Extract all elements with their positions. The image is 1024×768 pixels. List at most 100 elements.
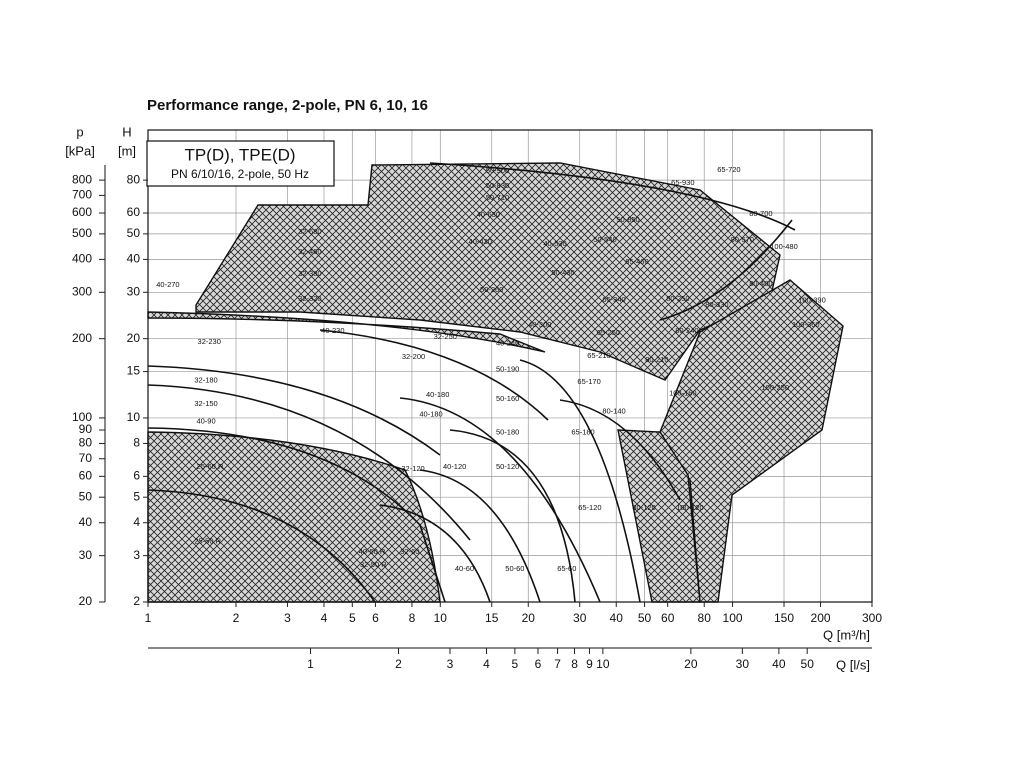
y-tick-label: 8 (133, 436, 140, 450)
x2-tick-label: 1 (307, 657, 314, 671)
pump-range-label: 40-120 (443, 462, 466, 471)
hatched-region (147, 431, 441, 603)
legend-subtitle: PN 6/10/16, 2-pole, 50 Hz (171, 167, 309, 181)
y2-axis-label: p (76, 124, 83, 139)
y-tick-label: 10 (127, 410, 141, 424)
pump-range-label: 65-720 (717, 165, 740, 174)
legend-frame (146, 140, 335, 187)
x-tick-label: 3 (284, 611, 291, 625)
curve (429, 162, 796, 231)
pump-range-label: 32-460 (298, 247, 321, 256)
curve (147, 384, 471, 541)
pump-range-label: 32-380 (298, 269, 321, 278)
pump-range-label: 32-60 (400, 547, 419, 556)
pump-range-label: 100-120 (676, 503, 704, 512)
y-axis-label: H (122, 124, 131, 139)
pump-range-label: 100-250 (761, 383, 789, 392)
x-tick-label: 4 (321, 611, 328, 625)
y2-tick-label: 80 (79, 436, 93, 450)
pump-range-label: 80-140 (602, 406, 625, 415)
pump-range-label: 80-250 (666, 294, 689, 303)
pump-range-label: 100-390 (798, 296, 826, 305)
pump-range-label: 40-300 (528, 320, 551, 329)
pump-range-label: 65-120 (578, 503, 601, 512)
curve (419, 469, 541, 603)
pump-range-label: 32-50 R (360, 560, 387, 569)
pump-range-label: 40-270 (156, 280, 179, 289)
pump-range-label: 50-120 (496, 462, 519, 471)
pump-range-label: 50-900 (486, 166, 509, 175)
x2-tick-label: 3 (447, 657, 454, 671)
y2-tick-label: 100 (72, 410, 92, 424)
y2-tick-label: 300 (72, 284, 92, 298)
y2-tick-label: 700 (72, 188, 92, 202)
y-tick-label: 80 (127, 172, 141, 186)
curve (319, 329, 549, 421)
x-tick-label: 2 (233, 611, 240, 625)
curve (559, 399, 681, 501)
pump-range-label: 65-250 (597, 328, 620, 337)
curve (399, 397, 601, 603)
pump-range-label: 32-180 (194, 375, 217, 384)
y-tick-label: 30 (127, 284, 141, 298)
pump-range-label: 50-260 (480, 285, 503, 294)
pump-range-label: 40-630 (477, 210, 500, 219)
pump-range-label: 100-160 (669, 388, 697, 397)
x-tick-label: 30 (573, 611, 587, 625)
y2-tick-label: 800 (72, 172, 92, 186)
x2-tick-label: 20 (684, 657, 698, 671)
pump-range-label: 65-180 (571, 428, 594, 437)
pump-range-label: 50-430 (551, 268, 574, 277)
pump-range-label: 80-330 (705, 300, 728, 309)
x2-tick-label: 4 (483, 657, 490, 671)
pump-range-label: 40-530 (543, 239, 566, 248)
y2-tick-label: 20 (79, 594, 93, 608)
y2-tick-label: 90 (79, 422, 93, 436)
pump-range-label: 65-340 (602, 295, 625, 304)
curve (519, 359, 641, 603)
y-tick-label: 3 (133, 548, 140, 562)
legend-title: TP(D), TPE(D) (184, 145, 295, 164)
y-tick-label: 15 (127, 364, 141, 378)
pump-range-label: 65-930 (671, 178, 694, 187)
y2-tick-label: 60 (79, 469, 93, 483)
pump-range-label: 25-50 R (194, 536, 221, 545)
pump-range-label: 100-480 (770, 242, 798, 251)
pump-range-label: 100-360 (792, 320, 820, 329)
x-tick-label: 15 (485, 611, 499, 625)
y-tick-label: 60 (127, 205, 141, 219)
pump-range-label: 32-320 (298, 294, 321, 303)
x-tick-label: 5 (349, 611, 356, 625)
hatched-region (617, 429, 701, 603)
y2-axis-unit: [kPa] (65, 143, 95, 158)
y-tick-label: 2 (133, 594, 140, 608)
y2-tick-label: 500 (72, 226, 92, 240)
x2-tick-label: 6 (535, 657, 542, 671)
x-tick-label: 8 (409, 611, 416, 625)
x-tick-label: 60 (661, 611, 675, 625)
pump-range-label: 65-460 (625, 257, 648, 266)
pump-range-label: 32-680 (298, 227, 321, 236)
x-tick-label: 200 (811, 611, 831, 625)
x2-tick-label: 9 (586, 657, 593, 671)
y2-tick-label: 30 (79, 548, 93, 562)
pump-range-label: 80-120 (632, 503, 655, 512)
x-tick-label: 50 (638, 611, 652, 625)
pump-range-label: 40-240 (496, 338, 519, 347)
pump-range-label: 40-50 R (359, 547, 386, 556)
hatched-region (147, 311, 546, 353)
curve (659, 219, 793, 321)
pump-range-label: 32-120 (401, 464, 424, 473)
x-tick-label: 100 (723, 611, 743, 625)
x2-tick-label: 40 (772, 657, 786, 671)
x-tick-label: 150 (774, 611, 794, 625)
pump-range-label: 50-160 (496, 394, 519, 403)
pump-range-label: 40-230 (321, 326, 344, 335)
x-tick-label: 10 (434, 611, 448, 625)
pump-range-label: 50-190 (496, 364, 519, 373)
y2-tick-label: 400 (72, 252, 92, 266)
x-tick-label: 20 (522, 611, 536, 625)
